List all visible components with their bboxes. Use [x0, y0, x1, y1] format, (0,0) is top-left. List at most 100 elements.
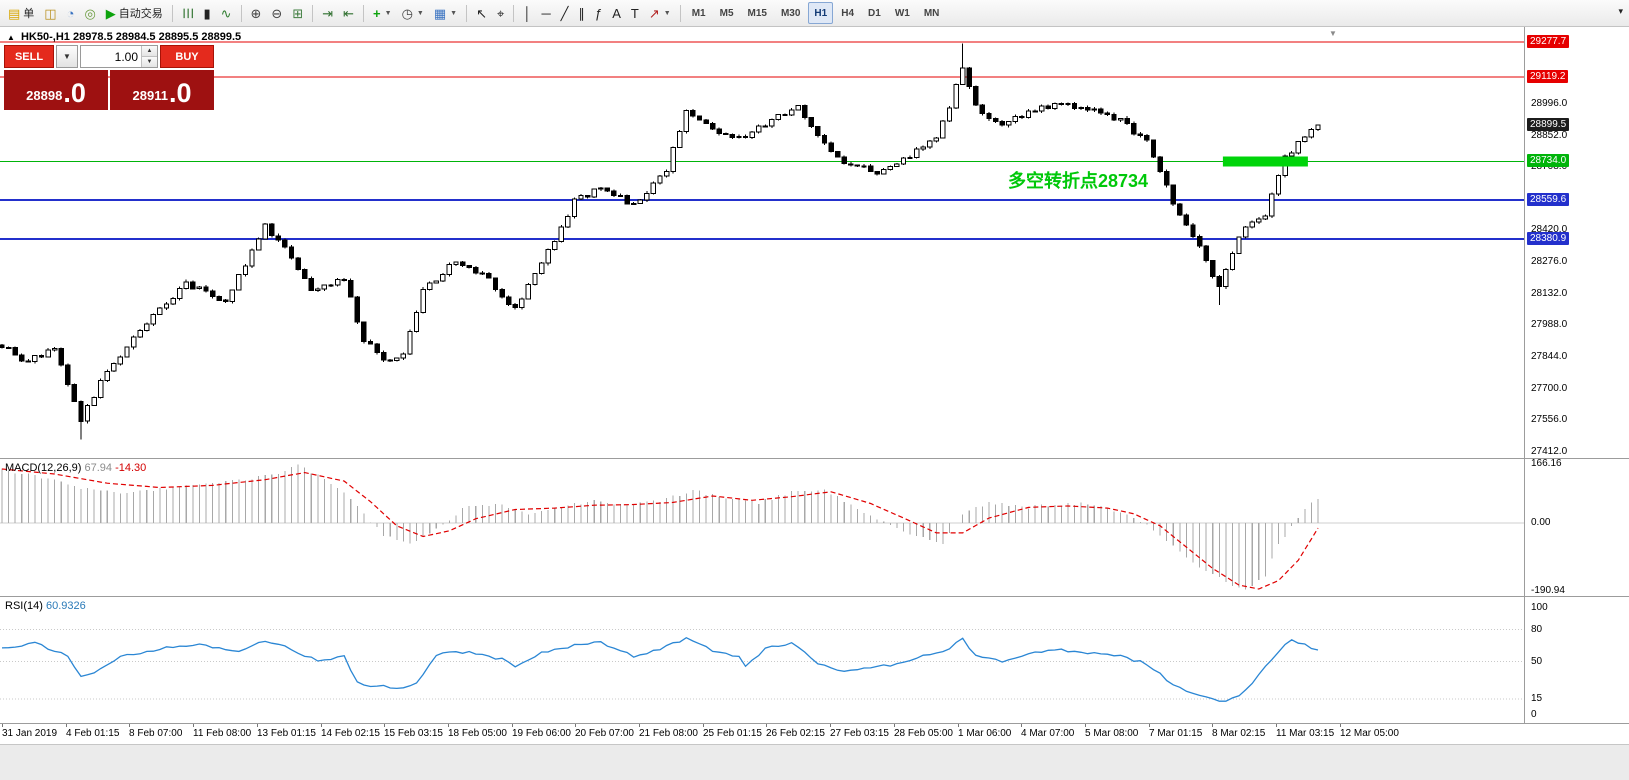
timeframe-button-mn[interactable]: MN — [923, 7, 940, 19]
text-button[interactable]: A — [607, 1, 626, 25]
rsi-scale-label: 15 — [1531, 693, 1543, 704]
buy-price-pips: .0 — [168, 78, 192, 108]
text-label-button[interactable]: T — [626, 1, 644, 25]
autotrading-button[interactable]: ▶ 自动交易 — [101, 1, 168, 25]
bar-chart-button[interactable]: ☰ — [177, 1, 199, 25]
cursor-button[interactable]: ↖ — [471, 1, 492, 25]
macd-canvas[interactable] — [0, 459, 1524, 596]
toolbar-separator — [466, 4, 468, 22]
time-axis-label: 4 Feb 01:15 — [66, 728, 120, 739]
auto-scroll-button[interactable]: ⇥ — [317, 1, 338, 25]
toolbar: ▤ 单 ◫ ◔ ◎ ▶ 自动交易 ☰ ▮ ∿ ⊕ ⊖ ⊞ ⇥ ⇤ + ▼ ◷ ▼ ▦ ▼ ↖ ⌖ │ ─ ╱ ∥ ƒ A T ↗ ▼ M1 M5 M… — [0, 0, 1629, 27]
autotrading-play-icon: ▶ — [105, 5, 116, 21]
order-options-dropdown[interactable]: ▼ — [56, 45, 78, 68]
fibonacci-button[interactable]: ƒ — [590, 1, 607, 25]
time-tick — [830, 724, 831, 727]
price-axis-border — [1524, 26, 1525, 724]
pane-divider-rsi-time[interactable] — [0, 723, 1629, 724]
profiles-button[interactable]: ◔ — [62, 1, 80, 25]
timeframe-button-w1[interactable]: W1 — [894, 7, 910, 19]
zoom-out-button[interactable]: ⊖ — [266, 1, 287, 25]
dropdown-arrow-icon: ▼ — [416, 9, 424, 17]
vertical-line-icon: │ — [523, 5, 532, 21]
indicators-button[interactable]: + ▼ — [368, 1, 397, 25]
main-chart-canvas[interactable] — [0, 26, 1524, 458]
buy-button[interactable]: BUY — [160, 45, 214, 68]
channel-button[interactable]: ∥ — [574, 1, 591, 25]
chart-annotation-text[interactable]: 多空转折点28734 — [1008, 171, 1149, 191]
timeframe-button-m30[interactable]: M30 — [780, 7, 801, 19]
price-tag-28734.0: 28734.0 — [1527, 154, 1570, 167]
price-tick-label: 28852.0 — [1531, 130, 1568, 141]
candlestick-chart-button[interactable]: ▮ — [198, 1, 215, 25]
time-tick — [958, 724, 959, 727]
macd-scale-label: 166.16 — [1531, 458, 1562, 469]
time-axis-label: 14 Feb 02:15 — [321, 728, 380, 739]
crosshair-button[interactable]: ⌖ — [492, 1, 509, 25]
time-tick — [129, 724, 130, 727]
timeframe-button-h4[interactable]: H4 — [841, 7, 855, 19]
time-tick — [1340, 724, 1341, 727]
template-chart-icon: ▦ — [433, 5, 447, 21]
toolbar-separator — [171, 4, 173, 22]
rsi-scale-label: 0 — [1531, 709, 1537, 720]
volume-input[interactable] — [81, 46, 141, 67]
channel-icon: ∥ — [578, 5, 586, 21]
timeframe-button-m15[interactable]: M15 — [747, 7, 767, 19]
text-label-icon: T — [630, 5, 639, 21]
time-tick — [66, 724, 67, 727]
pane-divider-main-macd[interactable] — [0, 458, 1629, 459]
volume-increase-button[interactable]: ▲ — [142, 46, 157, 56]
vertical-line-button[interactable]: │ — [518, 1, 536, 25]
time-tick — [257, 724, 258, 727]
buy-price-display[interactable]: 28911 .0 — [110, 70, 214, 110]
navigator-button[interactable]: ◎ — [79, 1, 100, 25]
periods-button[interactable]: ◷ ▼ — [397, 1, 429, 25]
time-axis[interactable]: 31 Jan 2019 4 Feb 01:15 8 Feb 07:00 11 Feb … — [0, 724, 1524, 744]
window-bottom-area — [0, 744, 1629, 780]
zoom-in-icon: ⊕ — [250, 5, 262, 21]
macd-main-value: 67.94 — [84, 462, 113, 474]
zoom-in-button[interactable]: ⊕ — [246, 1, 267, 25]
highlighted-level-segment[interactable] — [1222, 156, 1308, 167]
volume-stepper: ▲ ▼ — [80, 45, 158, 68]
tile-windows-button[interactable]: ⊞ — [287, 1, 308, 25]
toolbar-separator — [240, 4, 242, 22]
macd-scale-label: -190.94 — [1531, 585, 1565, 596]
rsi-canvas[interactable] — [0, 597, 1524, 723]
arrow-tools-button[interactable]: ↗ ▼ — [644, 1, 676, 25]
chart-window-icon: ◫ — [44, 5, 57, 21]
sell-price-display[interactable]: 28898 .0 — [4, 70, 108, 110]
time-tick — [766, 724, 767, 727]
toolbar-separator — [679, 4, 681, 22]
chart-window-button[interactable]: ◫ — [39, 1, 61, 25]
timeframe-button-h1[interactable]: H1 — [808, 2, 834, 24]
timeframe-button-m5[interactable]: M5 — [719, 7, 734, 19]
time-axis-label: 5 Mar 08:00 — [1085, 728, 1139, 739]
dropdown-arrow-icon: ▼ — [450, 9, 458, 17]
templates-button[interactable]: ▦ ▼ — [429, 1, 462, 25]
new-order-button[interactable]: ▤ 单 — [3, 1, 39, 25]
toolbar-separator — [312, 4, 314, 22]
sell-button[interactable]: SELL — [4, 45, 54, 68]
price-tick-label: 27412.0 — [1531, 446, 1568, 457]
trendline-button[interactable]: ╱ — [556, 1, 574, 25]
price-axis[interactable]: 28996.028852.028708.028420.028276.028132… — [1525, 26, 1629, 724]
one-click-trading-panel: SELL ▼ ▲ ▼ BUY 28898 .0 28911 .0 — [4, 45, 214, 110]
rsi-name: RSI(14) — [5, 600, 43, 612]
timeframe-button-m1[interactable]: M1 — [691, 7, 706, 19]
rsi-scale-label: 100 — [1531, 602, 1548, 613]
time-tick — [2, 724, 3, 727]
pane-divider-macd-rsi[interactable] — [0, 596, 1629, 597]
timeframe-button-d1[interactable]: D1 — [868, 7, 881, 19]
time-axis-label: 25 Feb 01:15 — [703, 728, 762, 739]
toolbar-overflow-icon[interactable]: ▾ — [1618, 6, 1623, 16]
line-chart-button[interactable]: ∿ — [216, 1, 237, 25]
volume-decrease-button[interactable]: ▼ — [142, 56, 157, 67]
chart-shift-button[interactable]: ⇤ — [338, 1, 359, 25]
buy-price-main: 28911 — [132, 88, 168, 104]
tile-windows-icon: ⊞ — [292, 5, 304, 21]
rsi-scale-label: 80 — [1531, 624, 1543, 635]
horizontal-line-button[interactable]: ─ — [536, 1, 555, 25]
time-tick — [512, 724, 513, 727]
